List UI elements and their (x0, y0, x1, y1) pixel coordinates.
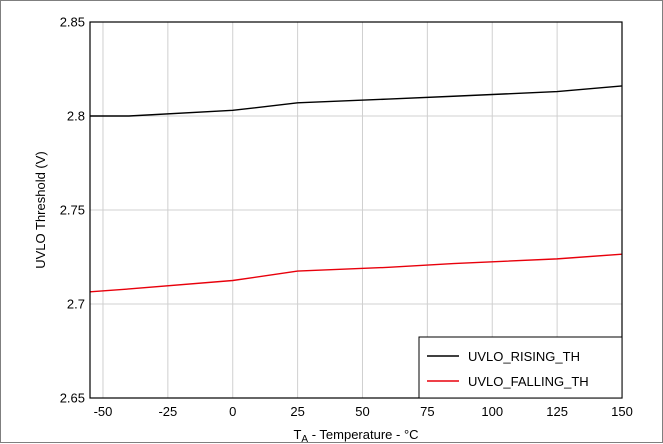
x-tick-label: -25 (158, 404, 177, 419)
tick-labels: -50 -25 0 25 50 75 100 125 150 2.65 2.7 2.75 2.8 2.85 (60, 15, 633, 420)
x-tick-label: 0 (229, 404, 236, 419)
plot-border (89, 21, 623, 399)
x-tick-label: 100 (481, 404, 503, 419)
x-tick-label: -50 (94, 404, 113, 419)
series-line-rising (90, 85, 623, 117)
y-tick-label: 2.65 (60, 391, 85, 406)
y-tick-label: 2.75 (60, 203, 85, 218)
legend-label-rising: UVLO_RISING_TH (468, 349, 580, 364)
legend-box (418, 336, 623, 399)
x-axis-title-main: T (293, 427, 301, 442)
x-tick-label: 25 (290, 404, 304, 419)
x-tick-label: 50 (355, 404, 369, 419)
x-tick-label: 150 (611, 404, 633, 419)
y-tick-label: 2.7 (67, 297, 85, 312)
x-axis-title: TA - Temperature - °C (293, 427, 418, 444)
y-axis-title: UVLO Threshold (V) (33, 151, 48, 269)
legend: UVLO_RISING_TH UVLO_FALLING_TH (418, 336, 623, 399)
x-axis-title-subscript: A (301, 434, 308, 444)
x-tick-label: 125 (546, 404, 568, 419)
x-axis-title-rest: - Temperature - °C (308, 427, 418, 442)
series-line-falling (89, 253, 623, 293)
y-tick-label: 2.8 (67, 109, 85, 124)
x-tick-label: 75 (420, 404, 434, 419)
legend-label-falling: UVLO_FALLING_TH (468, 374, 589, 389)
series-lines (89, 85, 623, 293)
y-tick-label: 2.85 (60, 15, 85, 30)
